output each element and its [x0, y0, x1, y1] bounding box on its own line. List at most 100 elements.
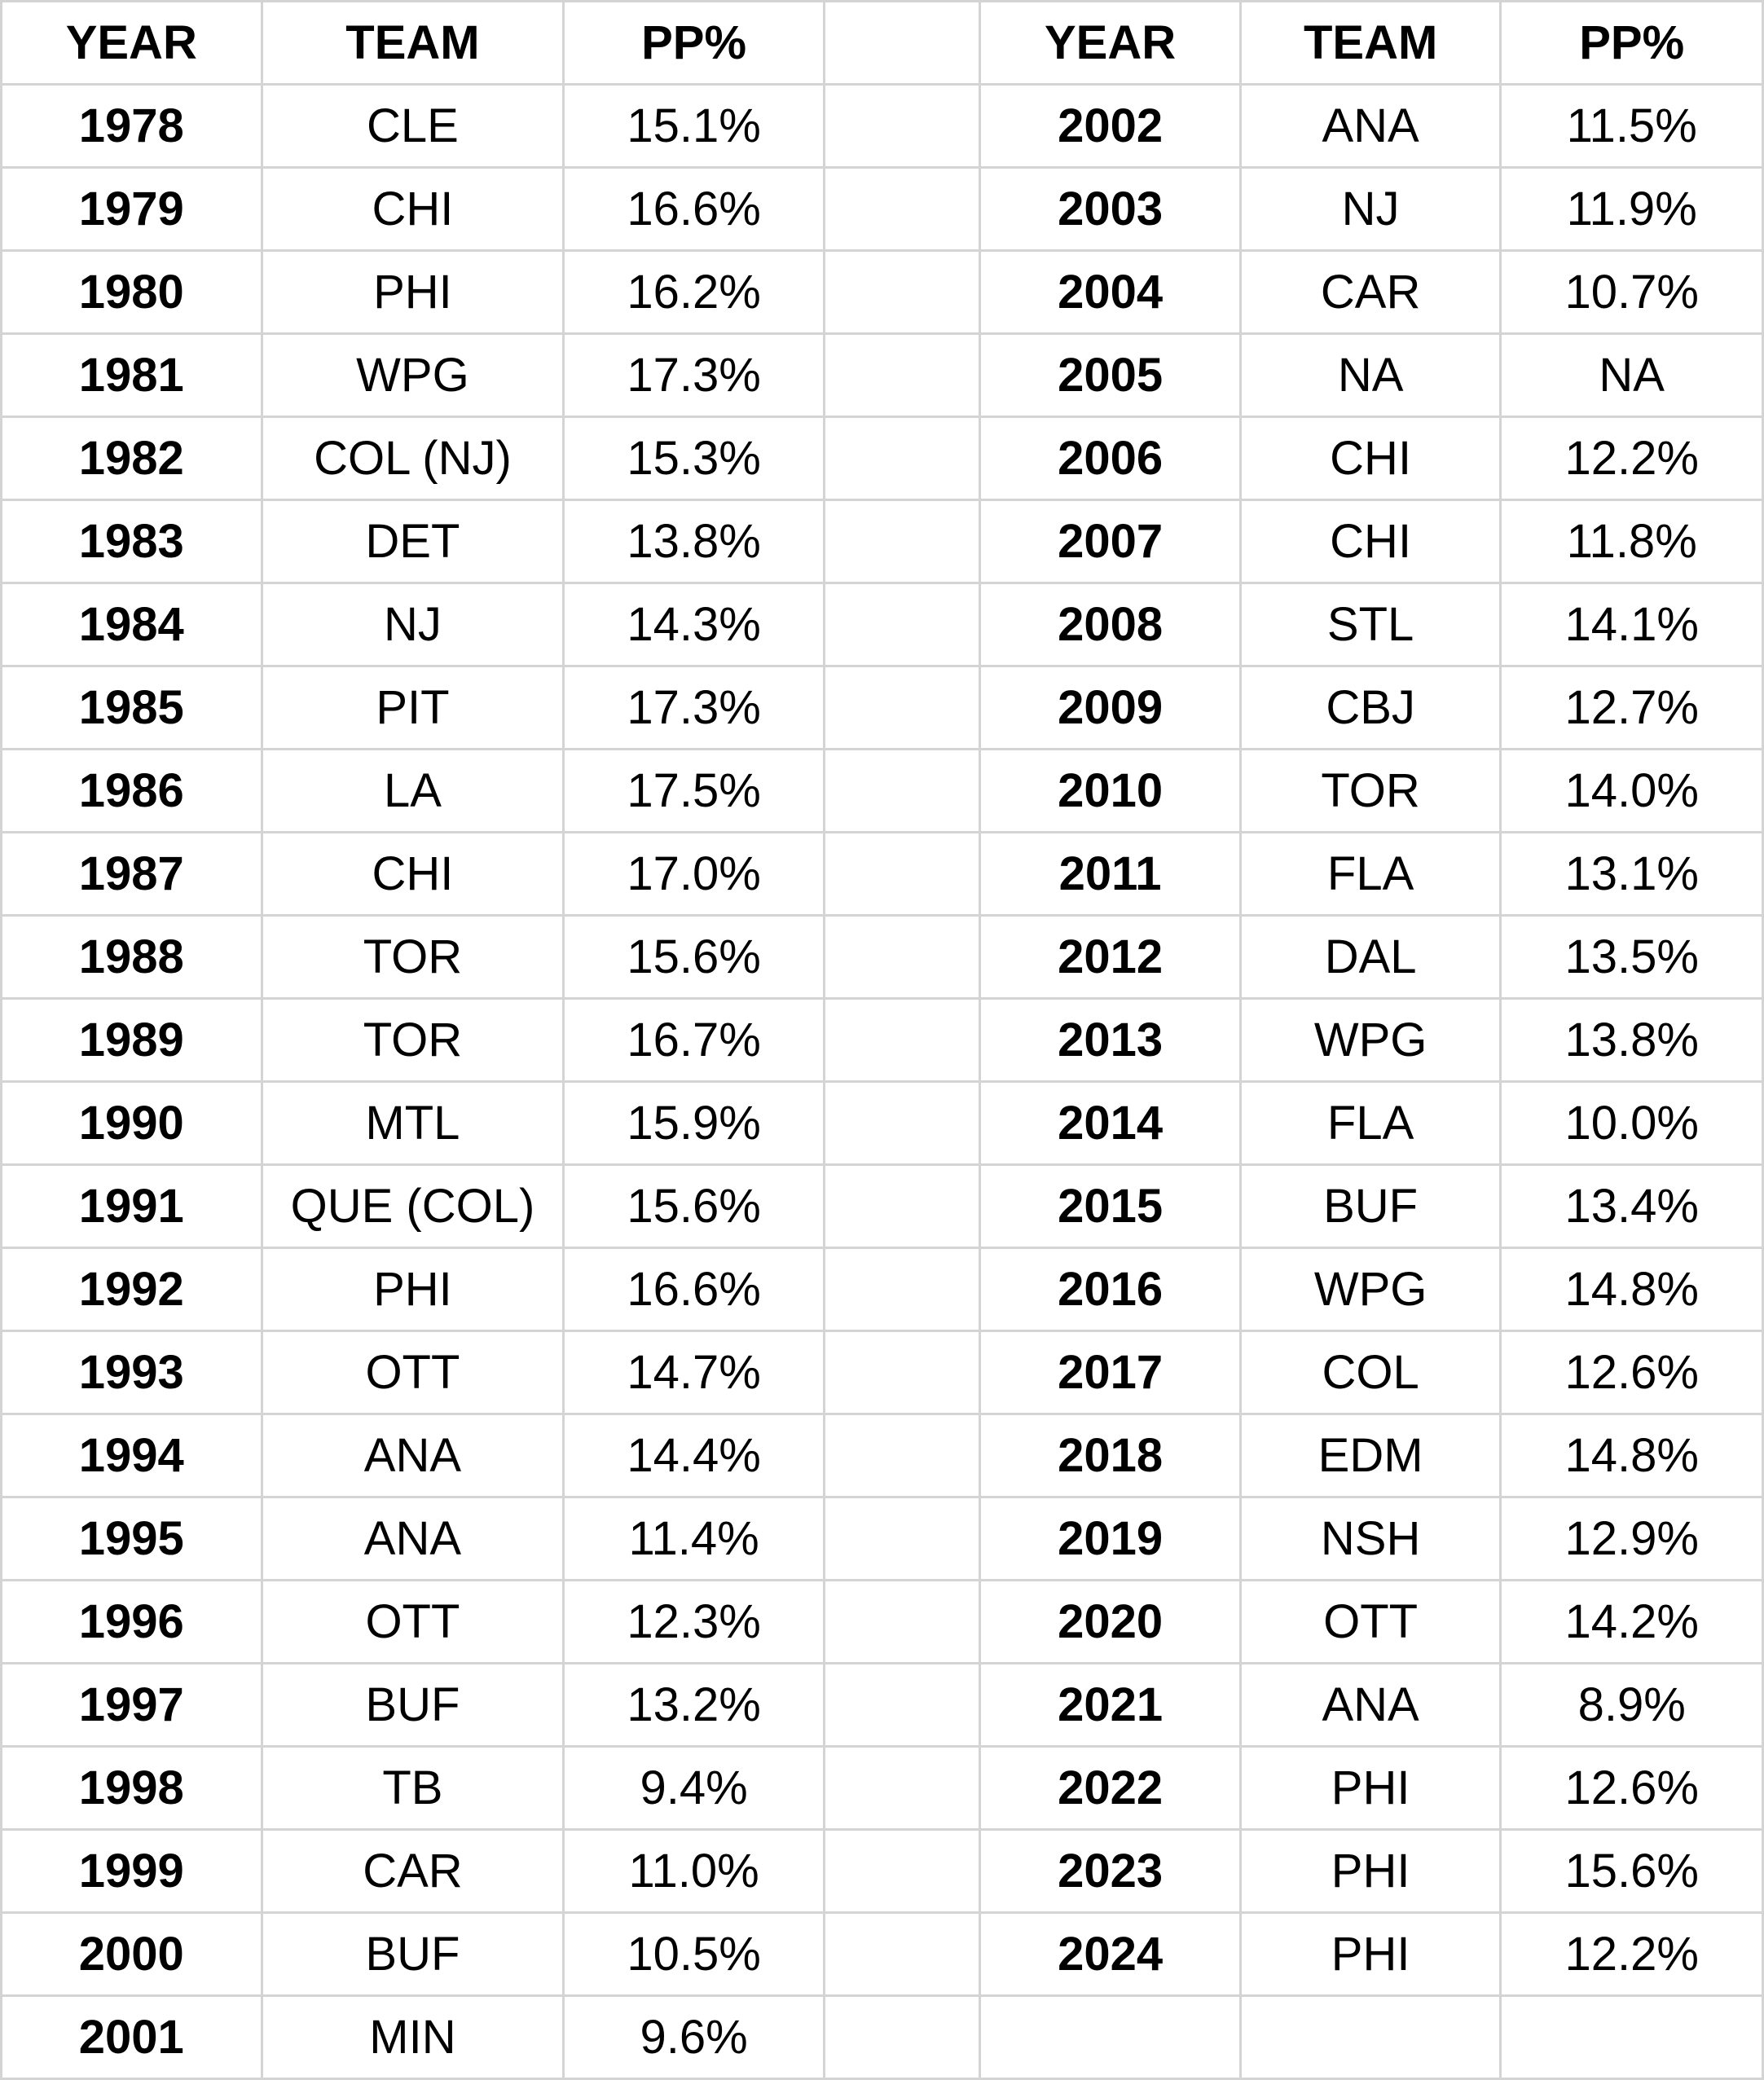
team-cell: WPG — [1238, 997, 1502, 1083]
pp-pct-cell: 17.5% — [562, 748, 825, 833]
year-cell: 2009 — [979, 665, 1242, 750]
pp-pct-cell: 12.2% — [1499, 416, 1764, 501]
team-cell: NJ — [1238, 166, 1502, 252]
team-cell: NA — [1238, 332, 1502, 418]
year-cell: 1997 — [0, 1662, 263, 1748]
pp-pct-cell — [1499, 1994, 1764, 2080]
pp-pct-cell: 17.3% — [562, 665, 825, 750]
pp-pct-cell: 17.0% — [562, 831, 825, 917]
year-cell: 2000 — [0, 1911, 263, 1997]
year-cell: 2024 — [979, 1911, 1242, 1997]
spacer-cell — [822, 1828, 982, 1914]
pp-pct-cell: 14.8% — [1499, 1413, 1764, 1498]
team-cell: DET — [260, 499, 565, 584]
team-cell: PHI — [1238, 1745, 1502, 1831]
spacer-cell — [822, 0, 982, 86]
spacer-cell — [822, 332, 982, 418]
pp-pct-cell: 11.9% — [1499, 166, 1764, 252]
column-header-team: TEAM — [260, 0, 565, 86]
table-row: 1978 CLE 15.1% 2002 ANA 11.5% — [0, 83, 1764, 169]
table-row: 1996 OTT 12.3% 2020 OTT 14.2% — [0, 1579, 1764, 1664]
pp-pct-cell: 13.1% — [1499, 831, 1764, 917]
pp-pct-cell: 14.2% — [1499, 1579, 1764, 1664]
pp-pct-cell: 14.7% — [562, 1330, 825, 1415]
team-cell: EDM — [1238, 1413, 1502, 1498]
year-cell: 2020 — [979, 1579, 1242, 1664]
year-cell: 1989 — [0, 997, 263, 1083]
table-row: 1991 QUE (COL) 15.6% 2015 BUF 13.4% — [0, 1163, 1764, 1249]
team-cell: BUF — [1238, 1163, 1502, 1249]
year-cell: 1999 — [0, 1828, 263, 1914]
team-cell: CBJ — [1238, 665, 1502, 750]
team-cell — [1238, 1994, 1502, 2080]
team-cell: MIN — [260, 1994, 565, 2080]
team-cell: TOR — [260, 914, 565, 1000]
spacer-cell — [822, 1247, 982, 1332]
pp-pct-cell: 15.1% — [562, 83, 825, 169]
team-cell: BUF — [260, 1662, 565, 1748]
team-cell: COL — [1238, 1330, 1502, 1415]
spacer-cell — [822, 166, 982, 252]
year-cell: 2023 — [979, 1828, 1242, 1914]
team-cell: FLA — [1238, 831, 1502, 917]
spacer-cell — [822, 665, 982, 750]
spacer-cell — [822, 1911, 982, 1997]
pp-pct-cell: 15.6% — [562, 914, 825, 1000]
year-cell: 2016 — [979, 1247, 1242, 1332]
table-row: 1980 PHI 16.2% 2004 CAR 10.7% — [0, 249, 1764, 335]
spacer-cell — [822, 997, 982, 1083]
team-cell: PHI — [1238, 1828, 1502, 1914]
team-cell: MTL — [260, 1080, 565, 1166]
year-cell: 1993 — [0, 1330, 263, 1415]
year-cell: 2005 — [979, 332, 1242, 418]
year-cell: 1995 — [0, 1496, 263, 1581]
team-cell: TB — [260, 1745, 565, 1831]
pp-pct-cell: 10.7% — [1499, 249, 1764, 335]
year-cell: 2014 — [979, 1080, 1242, 1166]
column-header-year: YEAR — [979, 0, 1242, 86]
year-cell: 1982 — [0, 416, 263, 501]
pp-pct-cell: 11.4% — [562, 1496, 825, 1581]
year-cell: 2022 — [979, 1745, 1242, 1831]
team-cell: CHI — [260, 166, 565, 252]
year-cell: 1992 — [0, 1247, 263, 1332]
pp-pct-cell: 16.6% — [562, 166, 825, 252]
year-cell: 2010 — [979, 748, 1242, 833]
team-cell: PIT — [260, 665, 565, 750]
year-cell: 1986 — [0, 748, 263, 833]
team-cell: CAR — [1238, 249, 1502, 335]
table-row: 1984 NJ 14.3% 2008 STL 14.1% — [0, 582, 1764, 667]
year-cell: 1987 — [0, 831, 263, 917]
header-row: YEAR TEAM PP% YEAR TEAM PP% — [0, 0, 1764, 86]
team-cell: TOR — [260, 997, 565, 1083]
pp-pct-cell: 16.6% — [562, 1247, 825, 1332]
year-cell: 2007 — [979, 499, 1242, 584]
table-row: 1997 BUF 13.2% 2021 ANA 8.9% — [0, 1662, 1764, 1748]
pp-pct-cell: 14.4% — [562, 1413, 825, 1498]
pp-pct-cell: 10.5% — [562, 1911, 825, 1997]
year-cell: 1990 — [0, 1080, 263, 1166]
pp-pct-cell: 12.7% — [1499, 665, 1764, 750]
pp-pct-cell: 8.9% — [1499, 1662, 1764, 1748]
year-cell: 2018 — [979, 1413, 1242, 1498]
pp-pct-cell: 9.4% — [562, 1745, 825, 1831]
year-cell: 2015 — [979, 1163, 1242, 1249]
table-row: 2001 MIN 9.6% — [0, 1994, 1764, 2080]
team-cell: PHI — [260, 1247, 565, 1332]
pp-pct-cell: 13.5% — [1499, 914, 1764, 1000]
team-cell: ANA — [1238, 1662, 1502, 1748]
pp-pct-cell: 13.4% — [1499, 1163, 1764, 1249]
spacer-cell — [822, 1579, 982, 1664]
table-row: 1990 MTL 15.9% 2014 FLA 10.0% — [0, 1080, 1764, 1166]
team-cell: ANA — [1238, 83, 1502, 169]
pp-pct-cell: NA — [1499, 332, 1764, 418]
spacer-cell — [822, 1413, 982, 1498]
team-cell: PHI — [1238, 1911, 1502, 1997]
year-cell: 2001 — [0, 1994, 263, 2080]
year-cell: 2011 — [979, 831, 1242, 917]
pp-pct-cell: 14.3% — [562, 582, 825, 667]
year-cell: 2006 — [979, 416, 1242, 501]
team-cell: TOR — [1238, 748, 1502, 833]
column-header-year: YEAR — [0, 0, 263, 86]
